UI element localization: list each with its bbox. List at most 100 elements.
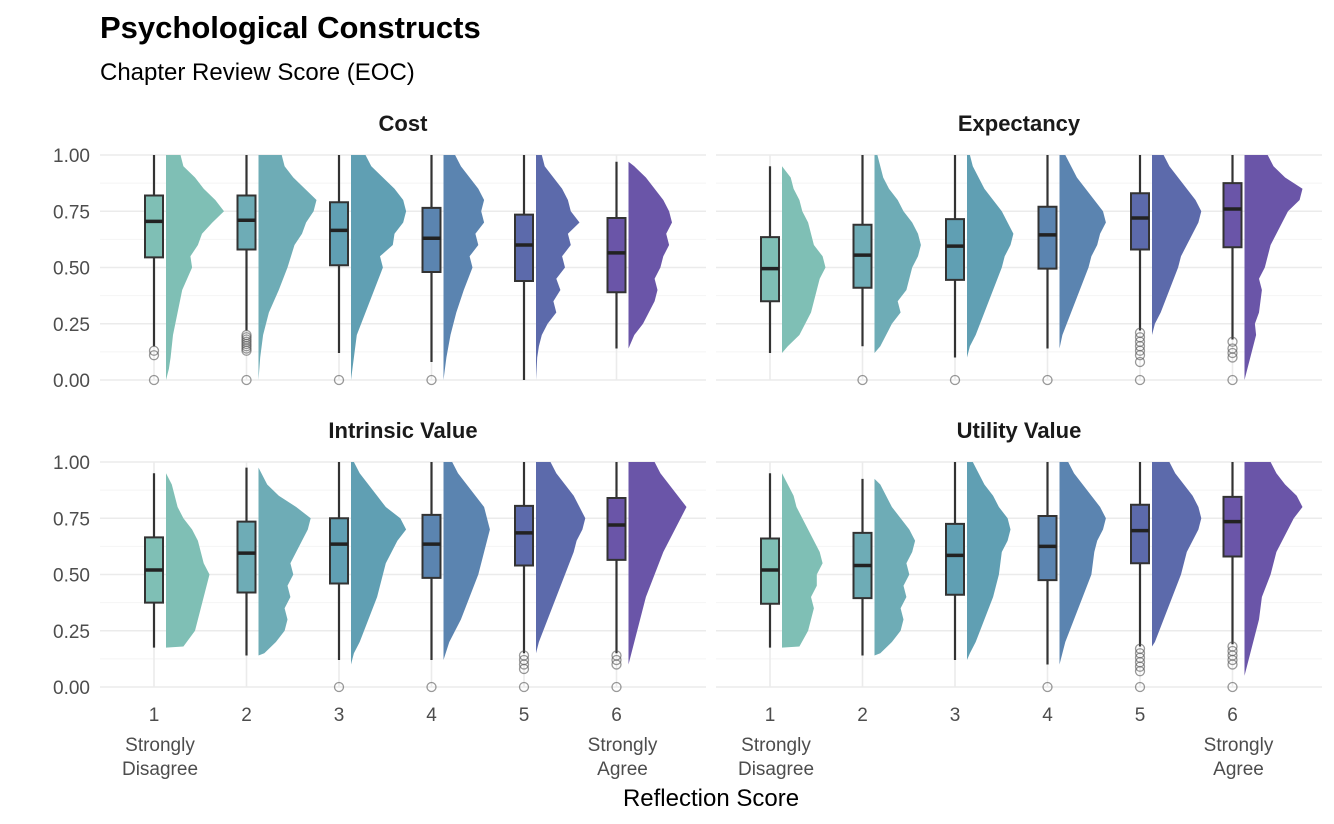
- box: [1037, 205, 1058, 270]
- outlier-point: [611, 659, 622, 670]
- facet-panel: Cost 0.00 0.25 0.50 0.75 1.00: [53, 111, 706, 392]
- x-tick-sublabel: Strongly: [588, 735, 658, 756]
- box: [329, 517, 349, 585]
- outlier-point: [518, 681, 530, 693]
- outlier-point: [611, 681, 622, 693]
- outlier-point: [1134, 661, 1146, 672]
- facet-panel: Utility Value 1 Strongly Disagree 2 3 4 5 6 Stron…: [716, 418, 1322, 780]
- facet-strip-label: Utility Value: [957, 418, 1082, 443]
- y-tick-label: 0.25: [53, 315, 90, 336]
- outlier-point: [1134, 681, 1146, 693]
- y-tick-label: 1.00: [53, 453, 90, 474]
- y-tick-label: 0.00: [53, 371, 90, 392]
- facet-panel: Expectancy: [716, 111, 1322, 386]
- outlier-point: [148, 350, 160, 361]
- outlier-point: [426, 374, 437, 386]
- facet-strip-label: Cost: [379, 111, 429, 136]
- x-tick-label: 5: [519, 705, 530, 726]
- x-tick-label: 5: [1135, 705, 1146, 726]
- outlier-point: [1227, 374, 1238, 386]
- x-tick-label: 4: [1042, 705, 1053, 726]
- density-cloud: [166, 473, 210, 648]
- outlier-point: [857, 374, 868, 386]
- outlier-point: [1042, 681, 1053, 693]
- outlier-point: [518, 663, 530, 675]
- outlier-point: [333, 681, 345, 693]
- density-cloud: [443, 155, 485, 380]
- outlier-point: [1227, 336, 1238, 347]
- density-cloud: [1059, 462, 1106, 665]
- outlier-point: [333, 374, 345, 386]
- box: [945, 522, 965, 596]
- box: [606, 217, 627, 294]
- outlier-point: [949, 374, 961, 386]
- density-cloud: [166, 155, 224, 380]
- x-tick-sublabel: Disagree: [122, 759, 198, 780]
- outlier-point: [241, 345, 252, 356]
- x-tick-label: 1: [149, 705, 160, 726]
- outlier-point: [1227, 681, 1238, 693]
- density-cloud: [628, 462, 687, 665]
- box: [1130, 192, 1150, 251]
- box: [1130, 503, 1150, 565]
- outlier-point: [1227, 654, 1238, 666]
- outlier-point: [1042, 374, 1053, 386]
- outlier-point: [1134, 356, 1146, 368]
- density-cloud: [1059, 155, 1106, 349]
- box: [329, 201, 349, 267]
- chart-subtitle: Chapter Review Score (EOC): [100, 59, 415, 86]
- outlier-point: [148, 374, 160, 386]
- density-cloud: [1244, 462, 1303, 676]
- density-cloud: [967, 462, 1011, 660]
- box: [421, 513, 442, 579]
- density-cloud: [628, 161, 672, 349]
- y-tick-label: 0.75: [53, 202, 90, 223]
- outlier-point: [1134, 666, 1146, 677]
- outlier-point: [1134, 350, 1146, 361]
- y-tick-label: 0.50: [53, 566, 90, 587]
- y-tick-label: 0.75: [53, 509, 90, 530]
- box: [1222, 495, 1243, 558]
- facet-panels: Cost 0.00 0.25 0.50 0.75 1.00 Expectancy Intrin…: [53, 111, 1322, 780]
- x-tick-sublabel: Strongly: [741, 735, 811, 756]
- density-cloud: [782, 473, 823, 648]
- outlier-point: [518, 659, 530, 670]
- box: [514, 213, 534, 282]
- chart-title: Psychological Constructs: [100, 10, 481, 45]
- outlier-point: [1227, 347, 1238, 359]
- facet-strip-label: Expectancy: [958, 111, 1081, 136]
- x-tick-label: 6: [611, 705, 622, 726]
- density-cloud: [967, 155, 1014, 358]
- x-tick-sublabel: Strongly: [1204, 735, 1274, 756]
- box: [236, 194, 257, 251]
- box: [514, 504, 534, 567]
- box: [945, 218, 965, 281]
- y-tick-label: 0.00: [53, 678, 90, 699]
- box: [236, 520, 257, 594]
- x-tick-sublabel: Agree: [1213, 759, 1264, 780]
- y-tick-label: 1.00: [53, 146, 90, 167]
- x-tick-label: 4: [426, 705, 437, 726]
- outlier-point: [1227, 659, 1238, 670]
- x-tick-sublabel: Disagree: [738, 759, 814, 780]
- outlier-point: [426, 681, 437, 693]
- x-tick-sublabel: Strongly: [125, 735, 195, 756]
- y-tick-label: 0.25: [53, 622, 90, 643]
- x-tick-label: 2: [857, 705, 868, 726]
- x-tick-label: 1: [765, 705, 776, 726]
- outlier-point: [1134, 374, 1146, 386]
- facet-panel: Intrinsic Value 0.00 0.25 0.50 0.75 1.00 1 Stro…: [53, 418, 706, 780]
- density-cloud: [351, 462, 407, 665]
- density-cloud: [351, 155, 407, 380]
- x-tick-label: 3: [334, 705, 345, 726]
- box: [144, 194, 164, 259]
- outlier-point: [611, 654, 622, 666]
- x-tick-label: 3: [950, 705, 961, 726]
- facet-strip-label: Intrinsic Value: [328, 418, 477, 443]
- outlier-point: [1134, 345, 1146, 356]
- density-cloud: [443, 462, 490, 660]
- x-axis-label: Reflection Score: [623, 785, 799, 812]
- density-cloud: [874, 478, 916, 656]
- density-cloud: [258, 155, 317, 380]
- box: [1222, 182, 1243, 249]
